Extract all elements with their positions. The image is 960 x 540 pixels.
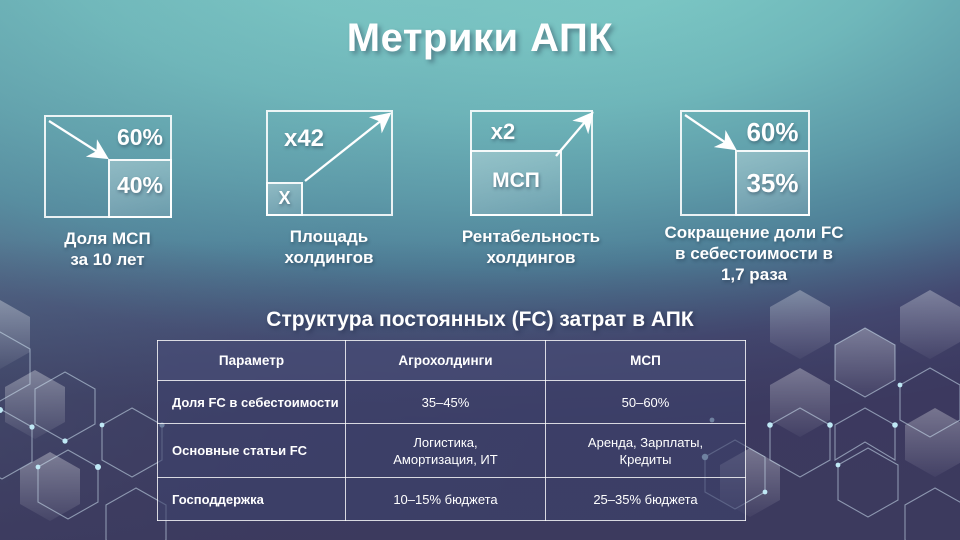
table-header-parameter: Параметр: [157, 340, 346, 381]
metric-top-value: x42: [283, 125, 325, 152]
metric-caption: Сокращение доли FC в себестоимости в 1,7…: [664, 223, 844, 284]
metric-subbox: [470, 150, 562, 216]
metric-sub-value: 35%: [746, 168, 799, 198]
table-header-agroholdings: Агрохолдинги: [345, 340, 546, 381]
metric-caption: Площадь холдингов: [284, 227, 374, 267]
table-row: Господдержка 10–15% бюджета 25–35% бюдже…: [157, 477, 746, 521]
table-row: Доля FC в себестоимости 35–45% 50–60%: [157, 380, 746, 424]
table-header-msp: МСП: [545, 340, 746, 381]
arrow-down-right-icon: [48, 120, 109, 160]
metric-card-fc-share-reduction: 60% 35% Сокращение доли FC в себестоимос…: [648, 106, 860, 284]
metric-caption: Рентабельность холдингов: [461, 227, 601, 267]
metric-sub-value: X: [278, 188, 291, 208]
table-cell: Основные статьи FC: [157, 423, 346, 478]
metric-card-holding-profitability: x2 МСП Рентабельность холдингов: [443, 108, 619, 267]
metric-card-holding-area: x42 X Площадь холдингов: [243, 108, 415, 267]
table-row: Основные статьи FC Логистика, Амортизаци…: [157, 423, 746, 478]
table-cell: 25–35% бюджета: [545, 477, 746, 521]
table-cell: Аренда, Зарплаты, Кредиты: [545, 423, 746, 478]
arrow-up-right-icon: [304, 112, 392, 182]
metric-top-value: 60%: [746, 117, 799, 147]
metric-sub-value: 40%: [116, 172, 164, 198]
metric-frame: [266, 110, 393, 216]
metric-caption: Доля МСП за 10 лет: [64, 229, 151, 269]
fc-cost-structure-table: Параметр Агрохолдинги МСП Доля FC в себе…: [157, 340, 746, 521]
metric-card-share-msp: 60% 40% Доля МСП за 10 лет: [20, 112, 195, 269]
table-cell: Господдержка: [157, 477, 346, 521]
table-header-row: Параметр Агрохолдинги МСП: [157, 340, 746, 381]
metric-top-value: 60%: [116, 124, 164, 150]
arrow-up-right-icon: [555, 111, 594, 157]
metric-subbox: [108, 159, 172, 218]
table-cell: Логистика, Амортизация, ИТ: [345, 423, 546, 478]
metric-subbox: [266, 182, 303, 216]
table-cell: Доля FC в себестоимости: [157, 380, 346, 424]
metric-top-value: x2: [490, 119, 516, 144]
table-cell: 35–45%: [345, 380, 546, 424]
table-title: Структура постоянных (FC) затрат в АПК: [266, 308, 694, 331]
page-title: Метрики АПК: [346, 16, 614, 60]
metric-subbox: [735, 150, 810, 216]
arrow-down-right-icon: [684, 114, 737, 151]
table-cell: 10–15% бюджета: [345, 477, 546, 521]
metric-sub-value: МСП: [492, 169, 540, 192]
table-cell: 50–60%: [545, 380, 746, 424]
